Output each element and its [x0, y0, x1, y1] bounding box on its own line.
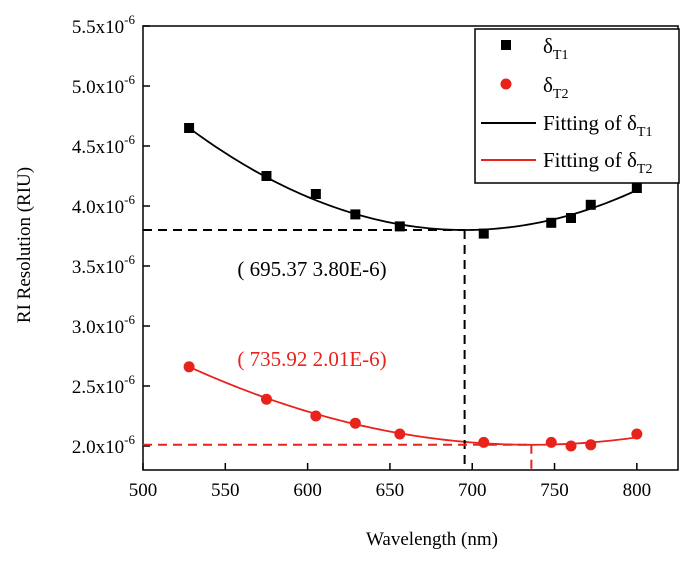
y-tick-label: 4.5x10-6 — [72, 132, 136, 158]
x-tick-label: 600 — [293, 480, 322, 501]
legend-box — [474, 28, 680, 184]
data-point-t2 — [478, 436, 490, 448]
data-point-t2 — [565, 440, 577, 452]
x-tick-label: 800 — [623, 480, 652, 501]
x-tick-label: 750 — [540, 480, 569, 501]
annotation-t2-minimum: ( 735.92 2.01E-6) — [237, 347, 386, 371]
data-point-t1 — [261, 171, 272, 181]
legend: δT1 δT2 Fitting of δT1 Fitting of δT2 — [474, 28, 680, 184]
x-tick-label: 550 — [211, 480, 240, 501]
x-tick-label: 500 — [129, 480, 158, 501]
y-tick-label: 3.0x10-6 — [72, 312, 136, 338]
y-tick-label: 2.0x10-6 — [72, 432, 136, 458]
x-tick-label: 700 — [458, 480, 487, 501]
data-point-t2 — [394, 428, 406, 440]
data-point-t1 — [546, 217, 557, 228]
data-point-t1 — [585, 199, 596, 210]
y-tick-label: 5.5x10-6 — [72, 12, 136, 38]
data-point-t1 — [478, 228, 489, 239]
data-point-t2 — [585, 439, 597, 451]
plot-frame — [142, 25, 679, 471]
data-point-t1 — [566, 213, 576, 223]
data-point-t2 — [310, 410, 322, 422]
legend-marker-t1 — [501, 40, 511, 50]
data-point-t1 — [350, 209, 361, 220]
annotation-t1-minimum: ( 695.37 3.80E-6) — [237, 257, 386, 281]
data-point-t2 — [260, 393, 272, 405]
legend-marker-t2 — [500, 78, 512, 90]
legend-label-fit-t2: Fitting of δT2 — [543, 148, 652, 177]
legend-label-t2: δT2 — [543, 73, 568, 102]
x-tick-label: 650 — [376, 480, 405, 501]
y-tick-label: 4.0x10-6 — [72, 192, 136, 218]
x-axis-label: Wavelength (nm) — [366, 529, 498, 550]
data-point-t1 — [310, 189, 321, 199]
data-point-t1 — [631, 183, 642, 193]
data-point-t1 — [184, 123, 195, 133]
y-axis-label: RI Resolution (RIU) — [14, 167, 35, 323]
y-tick-label: 5.0x10-6 — [72, 72, 136, 98]
y-tick-label: 3.5x10-6 — [72, 252, 136, 278]
y-tick-label: 2.5x10-6 — [72, 372, 136, 398]
data-point-t2 — [545, 436, 557, 448]
data-point-t2 — [349, 417, 361, 429]
data-point-t2 — [631, 428, 643, 440]
legend-label-t1: δT1 — [543, 34, 568, 63]
legend-label-fit-t1: Fitting of δT1 — [543, 111, 652, 140]
data-point-t1 — [394, 221, 405, 232]
data-point-t2 — [183, 361, 195, 373]
